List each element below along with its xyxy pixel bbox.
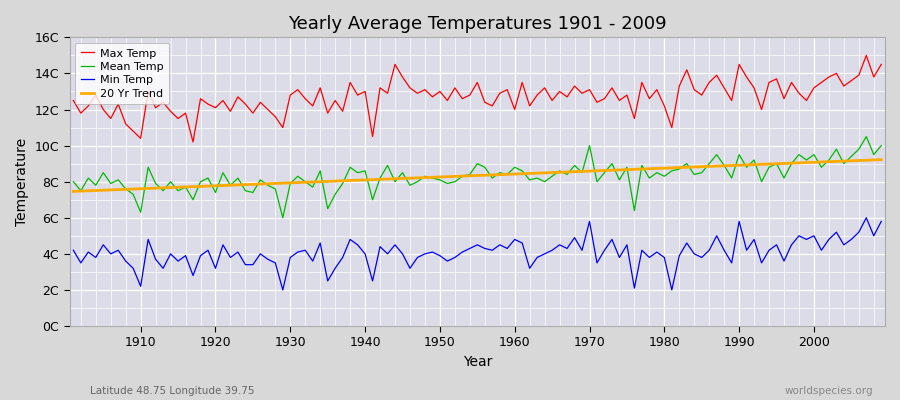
Mean Temp	[509, 165, 520, 170]
Min Temp	[607, 237, 617, 242]
Min Temp	[861, 215, 872, 220]
X-axis label: Year: Year	[463, 355, 492, 369]
Mean Temp	[876, 143, 886, 148]
Min Temp	[68, 248, 78, 253]
Max Temp	[187, 140, 198, 144]
20 Yr Trend	[599, 168, 610, 173]
Min Temp	[517, 241, 527, 246]
Mean Temp	[517, 168, 527, 173]
Line: Max Temp: Max Temp	[73, 55, 881, 142]
Text: Latitude 48.75 Longitude 39.75: Latitude 48.75 Longitude 39.75	[90, 386, 255, 396]
Min Temp	[509, 237, 520, 242]
20 Yr Trend	[292, 180, 303, 185]
Min Temp	[876, 219, 886, 224]
Title: Yearly Average Temperatures 1901 - 2009: Yearly Average Temperatures 1901 - 2009	[288, 15, 667, 33]
Mean Temp	[68, 179, 78, 184]
Mean Temp	[277, 215, 288, 220]
Mean Temp	[861, 134, 872, 139]
20 Yr Trend	[876, 157, 886, 162]
20 Yr Trend	[509, 172, 520, 176]
Y-axis label: Temperature: Temperature	[15, 138, 29, 226]
Mean Temp	[300, 179, 310, 184]
Max Temp	[861, 53, 872, 58]
Min Temp	[345, 237, 356, 242]
Max Temp	[128, 129, 139, 134]
Mean Temp	[607, 161, 617, 166]
Max Temp	[876, 62, 886, 67]
20 Yr Trend	[68, 189, 78, 194]
Text: worldspecies.org: worldspecies.org	[785, 386, 873, 396]
Max Temp	[517, 80, 527, 85]
Max Temp	[345, 80, 356, 85]
20 Yr Trend	[502, 172, 513, 177]
Line: Mean Temp: Mean Temp	[73, 136, 881, 218]
Max Temp	[68, 98, 78, 103]
Mean Temp	[128, 192, 139, 197]
20 Yr Trend	[128, 187, 139, 192]
Min Temp	[277, 288, 288, 292]
Max Temp	[607, 86, 617, 90]
Min Temp	[128, 266, 139, 271]
Line: 20 Yr Trend: 20 Yr Trend	[73, 160, 881, 191]
Mean Temp	[345, 165, 356, 170]
20 Yr Trend	[338, 178, 348, 183]
Min Temp	[300, 248, 310, 253]
Legend: Max Temp, Mean Temp, Min Temp, 20 Yr Trend: Max Temp, Mean Temp, Min Temp, 20 Yr Tre…	[76, 43, 169, 104]
Max Temp	[300, 96, 310, 101]
Line: Min Temp: Min Temp	[73, 218, 881, 290]
Max Temp	[509, 107, 520, 112]
